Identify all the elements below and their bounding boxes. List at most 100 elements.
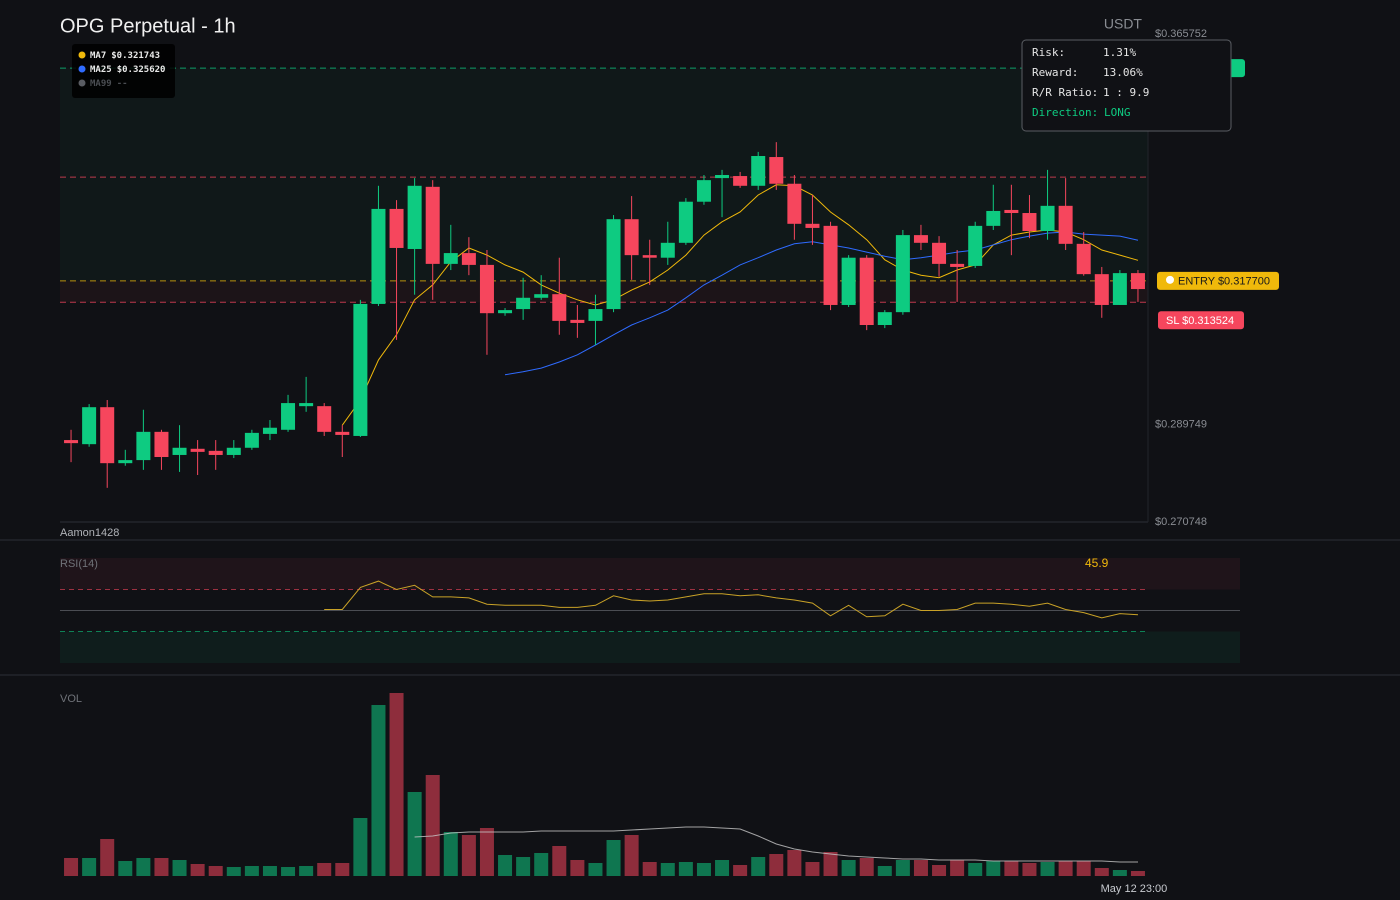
volume-bar: [262, 866, 277, 876]
candle-body: [226, 447, 241, 455]
candle-body: [172, 447, 187, 455]
volume-bar: [932, 865, 947, 876]
legend-entry: MA99 --: [90, 79, 128, 89]
legend-value: --: [117, 79, 128, 89]
volume-bar: [624, 835, 639, 876]
candle-body: [859, 257, 874, 326]
candle-body: [751, 156, 766, 186]
moving-average: [341, 184, 1139, 426]
candle-body: [154, 431, 169, 458]
volume-bar: [244, 866, 259, 876]
volume-bar: [606, 840, 621, 876]
candle-body: [299, 403, 314, 407]
candle-body: [371, 208, 386, 304]
candle-body: [986, 210, 1001, 226]
volume-bar: [498, 855, 513, 876]
volume-bar: [317, 863, 332, 876]
legend-dot: [78, 65, 86, 73]
volume-bar: [1058, 861, 1073, 876]
candle-body: [968, 225, 983, 266]
candle-body: [552, 294, 567, 321]
trade-box: [1021, 39, 1232, 132]
candle-body: [534, 294, 549, 298]
volume-bar: [588, 863, 603, 876]
volume-bar: [443, 832, 458, 876]
candle-body: [281, 403, 296, 430]
currency: USDT: [1104, 16, 1143, 32]
volume-bar: [733, 865, 748, 876]
volume-bar: [986, 861, 1001, 876]
volume-bar: [118, 861, 133, 876]
legend-value: $0.325620: [117, 65, 166, 75]
volume-bar: [208, 866, 223, 876]
volume-bar: [534, 853, 549, 876]
volume-bar: [281, 867, 296, 876]
candle-body: [823, 225, 838, 305]
candle-body: [64, 440, 79, 444]
volume-bar: [769, 854, 784, 876]
stop-label: SL $0.313524: [1166, 315, 1234, 327]
y-tick-label: $0.365752: [1155, 28, 1207, 40]
candle-body: [1004, 209, 1019, 214]
trade-value: 1 : 9.9: [1103, 86, 1149, 99]
candle-body: [895, 235, 910, 313]
volume-bar: [100, 839, 115, 876]
candle-body: [1058, 205, 1073, 244]
watermark: Aamon1428: [60, 527, 119, 539]
candle-body: [733, 176, 748, 186]
legend-box: [72, 44, 175, 98]
candle-body: [335, 431, 350, 435]
rsi-title: RSI(14): [60, 558, 98, 570]
moving-average: [504, 231, 1139, 376]
candle-body: [1112, 273, 1127, 305]
volume-bar: [570, 860, 585, 876]
candle-body: [950, 263, 965, 267]
candle-body: [588, 309, 603, 321]
volume-bar: [895, 860, 910, 876]
volume-bar: [715, 860, 730, 876]
reward-zone: [60, 68, 1148, 281]
candle-body: [190, 448, 205, 452]
risk-zone: [60, 280, 1148, 303]
volume-bar: [389, 693, 404, 876]
legend-dot: [78, 51, 86, 59]
candle-body: [787, 183, 802, 224]
trade-label: R/R Ratio:: [1032, 86, 1098, 99]
volume-bar: [552, 846, 567, 876]
volume-bar: [877, 866, 892, 876]
volume-bar: [1130, 871, 1145, 876]
entry-label: ENTRY $0.317700: [1178, 276, 1270, 288]
volume-bar: [371, 705, 386, 876]
candle-body: [841, 257, 856, 305]
volume-bar: [1112, 870, 1127, 876]
y-tick-label: $0.270748: [1155, 516, 1207, 528]
candle-body: [805, 223, 820, 228]
legend-entry: MA25 $0.325620: [90, 65, 165, 75]
volume-bar: [479, 828, 494, 876]
candle-body: [913, 235, 928, 243]
candle-body: [498, 310, 513, 314]
x-tick-label: May 12 23:00: [1101, 883, 1168, 895]
volume-bar: [64, 858, 79, 876]
candle-body: [118, 460, 133, 464]
legend-entry: MA7 $0.321743: [90, 51, 160, 61]
volume-bar: [805, 862, 820, 876]
volume-bar: [1022, 863, 1037, 876]
volume-bar: [1004, 861, 1019, 876]
candle-body: [82, 407, 97, 445]
candle-body: [516, 297, 531, 310]
candle-body: [606, 219, 621, 310]
candle-body: [407, 185, 422, 249]
trade-value: 13.06%: [1103, 66, 1143, 79]
legend-name: MA25: [90, 65, 112, 75]
candle-body: [1076, 243, 1091, 275]
candle-body: [244, 432, 259, 448]
candle-body: [317, 406, 332, 432]
direction-value: LONG: [1104, 106, 1131, 119]
rsi-value: 45.9: [1085, 556, 1109, 570]
volume-bar: [823, 852, 838, 876]
legend-name: MA7: [90, 51, 106, 61]
volume-title: VOL: [60, 693, 82, 705]
